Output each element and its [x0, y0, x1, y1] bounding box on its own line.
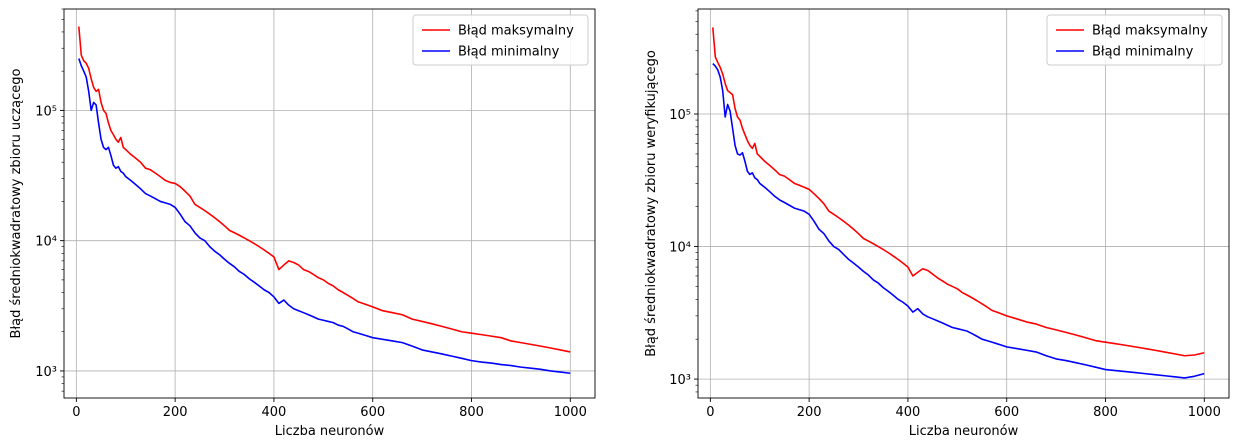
x-tick-label: 400: [262, 405, 287, 420]
legend-label-max: Błąd maksymalny: [1092, 24, 1208, 39]
legend-label-min: Błąd minimalny: [458, 45, 560, 60]
x-tick-label: 600: [360, 405, 385, 420]
chart-2: 0 200 400 600 800 1000 10³ 10⁴ 10⁵ Liczba neuronó…: [644, 8, 1230, 439]
y-tick-label: 10⁵: [669, 108, 691, 123]
series-line-min: [78, 58, 571, 375]
x-tick-label: 0: [706, 405, 714, 420]
legend-label-max: Błąd maksymalny: [458, 24, 574, 39]
plot-frame: [63, 8, 596, 399]
y-tick-label: 10⁴: [669, 241, 691, 256]
x-tick-label: 800: [459, 405, 484, 420]
x-tick-label: 1000: [1188, 405, 1221, 420]
y-axis-label: Błąd średniokwadratowy zbioru weryfikują…: [644, 50, 659, 357]
x-tick-label: 200: [163, 405, 188, 420]
y-tick-label: 10⁴: [35, 235, 57, 250]
x-tick-label: 400: [896, 405, 921, 420]
legend: Błąd maksymalny Błąd minimalny: [1046, 14, 1223, 66]
x-tick-label: 0: [72, 405, 80, 420]
y-axis-label: Błąd średniokwadratowy zbioru uczącego: [9, 68, 24, 338]
series-line-max: [712, 27, 1205, 357]
x-axis-label: Liczba neuronów: [275, 424, 385, 439]
y-tick-label: 10³: [669, 373, 691, 388]
legend: Błąd maksymalny Błąd minimalny: [412, 14, 589, 66]
series-line-max: [78, 26, 571, 353]
legend-box: [412, 14, 589, 66]
x-tick-label: 800: [1093, 405, 1118, 420]
series-line-min: [712, 63, 1205, 379]
y-tick-label: 10⁵: [35, 104, 57, 119]
x-tick-label: 600: [994, 405, 1019, 420]
legend-label-min: Błąd minimalny: [1092, 45, 1194, 60]
chart-1: 0 200 400 600 800 1000 10³ 10⁴ 10⁵ Liczba neuronó…: [9, 8, 596, 439]
x-tick-label: 1000: [554, 405, 587, 420]
plot-frame: [697, 8, 1230, 399]
x-tick-label: 200: [797, 405, 822, 420]
legend-box: [1046, 14, 1223, 66]
y-tick-label: 10³: [35, 365, 57, 380]
x-axis-label: Liczba neuronów: [909, 424, 1019, 439]
